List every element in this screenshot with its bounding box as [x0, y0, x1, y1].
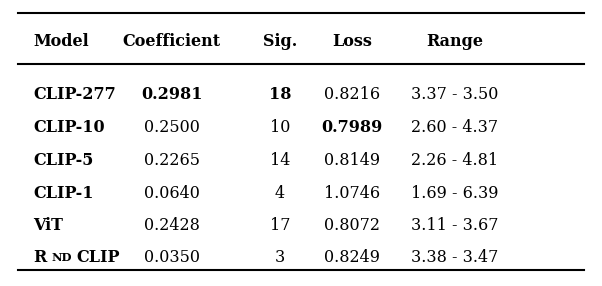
Text: 4: 4: [275, 184, 285, 202]
Text: R: R: [33, 249, 46, 266]
Text: 3.38 - 3.47: 3.38 - 3.47: [411, 249, 498, 266]
Text: CLIP-277: CLIP-277: [33, 86, 116, 103]
Text: Coefficient: Coefficient: [123, 33, 220, 50]
Text: Range: Range: [426, 33, 483, 50]
Text: 0.8072: 0.8072: [324, 217, 380, 234]
Text: Model: Model: [33, 33, 88, 50]
Text: 2.26 - 4.81: 2.26 - 4.81: [411, 152, 498, 169]
Text: 0.7989: 0.7989: [321, 119, 383, 136]
Text: CLIP: CLIP: [76, 249, 120, 266]
Text: CLIP-5: CLIP-5: [33, 152, 93, 169]
Text: 10: 10: [270, 119, 290, 136]
Text: ViT: ViT: [33, 217, 63, 234]
Text: 0.0350: 0.0350: [143, 249, 200, 266]
Text: Loss: Loss: [332, 33, 372, 50]
Text: 17: 17: [270, 217, 290, 234]
Text: 3: 3: [275, 249, 285, 266]
Text: 1.0746: 1.0746: [324, 184, 380, 202]
Text: 2.60 - 4.37: 2.60 - 4.37: [411, 119, 498, 136]
Text: 14: 14: [270, 152, 290, 169]
Text: CLIP-10: CLIP-10: [33, 119, 105, 136]
Text: Sig.: Sig.: [263, 33, 297, 50]
Text: 0.8216: 0.8216: [324, 86, 380, 103]
Text: 0.2428: 0.2428: [144, 217, 199, 234]
Text: 1.69 - 6.39: 1.69 - 6.39: [411, 184, 498, 202]
Text: 18: 18: [268, 86, 291, 103]
Text: ND: ND: [51, 252, 72, 263]
Text: 0.8249: 0.8249: [324, 249, 380, 266]
Text: 0.2981: 0.2981: [141, 86, 202, 103]
Text: 0.8149: 0.8149: [324, 152, 380, 169]
Text: 0.2265: 0.2265: [143, 152, 200, 169]
Text: 0.2500: 0.2500: [144, 119, 199, 136]
Text: 3.37 - 3.50: 3.37 - 3.50: [411, 86, 498, 103]
Text: 0.0640: 0.0640: [144, 184, 199, 202]
Text: 3.11 - 3.67: 3.11 - 3.67: [411, 217, 498, 234]
Text: CLIP-1: CLIP-1: [33, 184, 93, 202]
